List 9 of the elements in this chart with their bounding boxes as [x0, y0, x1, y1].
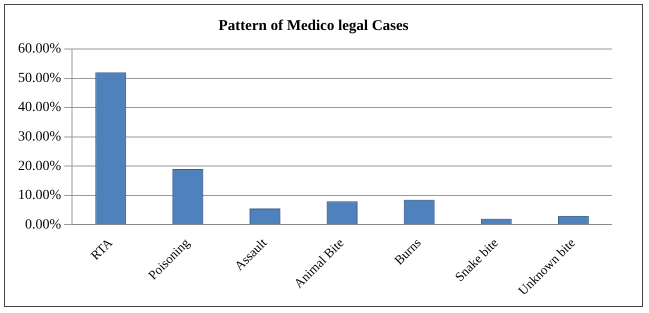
- y-tick-label: 50.00%: [18, 70, 62, 86]
- y-tick-label: 60.00%: [18, 42, 62, 57]
- y-tick-label: 20.00%: [18, 158, 62, 174]
- y-tick-label: 10.00%: [18, 188, 62, 204]
- y-tick-label: 0.00%: [24, 217, 62, 232]
- x-tick-label: RTA: [88, 234, 116, 263]
- y-tick-label: 30.00%: [18, 129, 62, 144]
- chart-title: Pattern of Medico legal Cases: [218, 18, 409, 34]
- y-tick-label: 40.00%: [18, 100, 62, 116]
